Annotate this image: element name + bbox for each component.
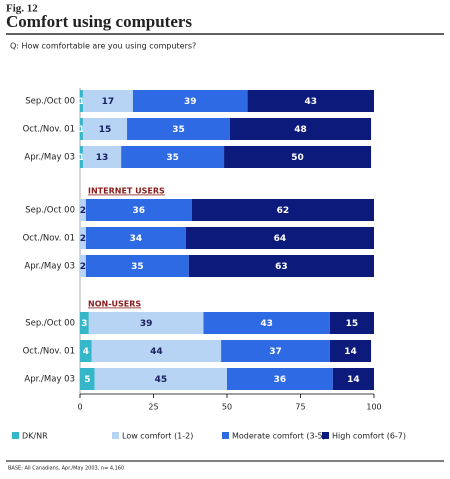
value-label: 43 <box>305 97 318 107</box>
value-label: 37 <box>269 347 282 357</box>
value-label: 64 <box>274 234 287 244</box>
base-note: BASE: All Canadians, Apr./May 2003, n= 4… <box>8 466 124 472</box>
value-label: 39 <box>184 97 197 107</box>
value-label: 4 <box>83 347 89 357</box>
value-label: 36 <box>274 375 287 385</box>
bar-segment <box>191 199 374 221</box>
value-label: 14 <box>347 375 360 385</box>
bar-segment <box>85 227 186 249</box>
value-label: 5 <box>84 375 90 385</box>
value-label: 13 <box>96 153 109 163</box>
bar-segment <box>85 255 189 277</box>
legend-swatch <box>112 432 119 439</box>
legend-label: DK/NR <box>22 432 48 441</box>
value-label: 36 <box>133 206 146 216</box>
bar-segment <box>91 340 222 362</box>
x-tick-label: 25 <box>148 403 158 412</box>
bar-segment <box>80 312 89 334</box>
category-label: Sep./Oct 00 <box>25 206 75 216</box>
category-label: Sep./Oct 00 <box>25 97 75 107</box>
value-label: 1 <box>78 97 84 107</box>
bar-segment <box>332 368 374 390</box>
x-tick-label: 100 <box>366 403 381 412</box>
bar-segment <box>80 340 92 362</box>
value-label: 50 <box>291 153 304 163</box>
legend-label: High comfort (6-7) <box>332 432 406 441</box>
value-label: 35 <box>166 153 179 163</box>
category-label: Apr./May 03 <box>24 153 75 163</box>
bar-segment <box>132 90 248 112</box>
value-label: 1 <box>78 153 84 163</box>
x-tick-label: 0 <box>77 403 82 412</box>
bar-segment <box>229 118 372 140</box>
value-label: 34 <box>130 234 143 244</box>
legend-label: Moderate comfort (3-5) <box>232 432 326 441</box>
value-label: 35 <box>172 125 185 135</box>
x-tick-label: 50 <box>222 403 232 412</box>
fig-label: Fig. 12 <box>6 3 38 15</box>
value-label: 15 <box>346 319 359 329</box>
legend-swatch <box>222 432 229 439</box>
bar-segment <box>94 368 227 390</box>
category-label: Apr./May 03 <box>24 262 75 272</box>
value-label: 15 <box>99 125 112 135</box>
value-label: 3 <box>81 319 87 329</box>
value-label: 14 <box>344 347 357 357</box>
value-label: 44 <box>150 347 163 357</box>
subtitle: Q: How comfortable are you using compute… <box>10 42 196 51</box>
bar-segment <box>224 146 372 168</box>
value-label: 2 <box>80 234 86 244</box>
value-label: 2 <box>80 206 86 216</box>
value-label: 2 <box>80 262 86 272</box>
bar-segment <box>80 118 83 140</box>
category-label: Sep./Oct 00 <box>25 319 75 329</box>
bar-segment <box>329 340 372 362</box>
legend-swatch <box>322 432 329 439</box>
value-label: 63 <box>275 262 288 272</box>
value-label: 45 <box>155 375 168 385</box>
bar-segment <box>127 118 230 140</box>
category-label: Oct./Nov. 01 <box>23 234 75 244</box>
bar-segment <box>82 90 133 112</box>
bar-segment <box>227 368 333 390</box>
bar-segment <box>80 146 83 168</box>
group-label: INTERNET USERS <box>88 187 165 196</box>
value-label: 48 <box>294 125 307 135</box>
bar-segment <box>85 199 192 221</box>
group-label: NON-USERS <box>88 300 141 309</box>
value-label: 43 <box>260 319 273 329</box>
bar-segment <box>203 312 330 334</box>
category-label: Apr./May 03 <box>24 375 75 385</box>
bar-segment <box>80 255 86 277</box>
x-tick-label: 75 <box>295 403 305 412</box>
value-label: 39 <box>140 319 153 329</box>
legend-swatch <box>12 432 19 439</box>
bar-segment <box>88 312 204 334</box>
bar-segment <box>80 227 86 249</box>
bar-segment <box>247 90 374 112</box>
chart-title: Comfort using computers <box>6 12 192 31</box>
bar-segment <box>121 146 225 168</box>
bar-segment <box>80 199 86 221</box>
legend-label: Low comfort (1-2) <box>122 432 193 441</box>
bar-segment <box>80 368 95 390</box>
category-label: Oct./Nov. 01 <box>23 347 75 357</box>
value-label: 35 <box>131 262 144 272</box>
value-label: 17 <box>102 97 115 107</box>
category-label: Oct./Nov. 01 <box>23 125 75 135</box>
bar-segment <box>221 340 330 362</box>
bar-segment <box>80 90 83 112</box>
value-label: 62 <box>277 206 290 216</box>
bar-segment <box>329 312 374 334</box>
bar-segment <box>188 255 374 277</box>
bar-segment <box>82 118 128 140</box>
value-label: 1 <box>78 125 84 135</box>
bar-segment <box>82 146 122 168</box>
bar-segment <box>185 227 374 249</box>
